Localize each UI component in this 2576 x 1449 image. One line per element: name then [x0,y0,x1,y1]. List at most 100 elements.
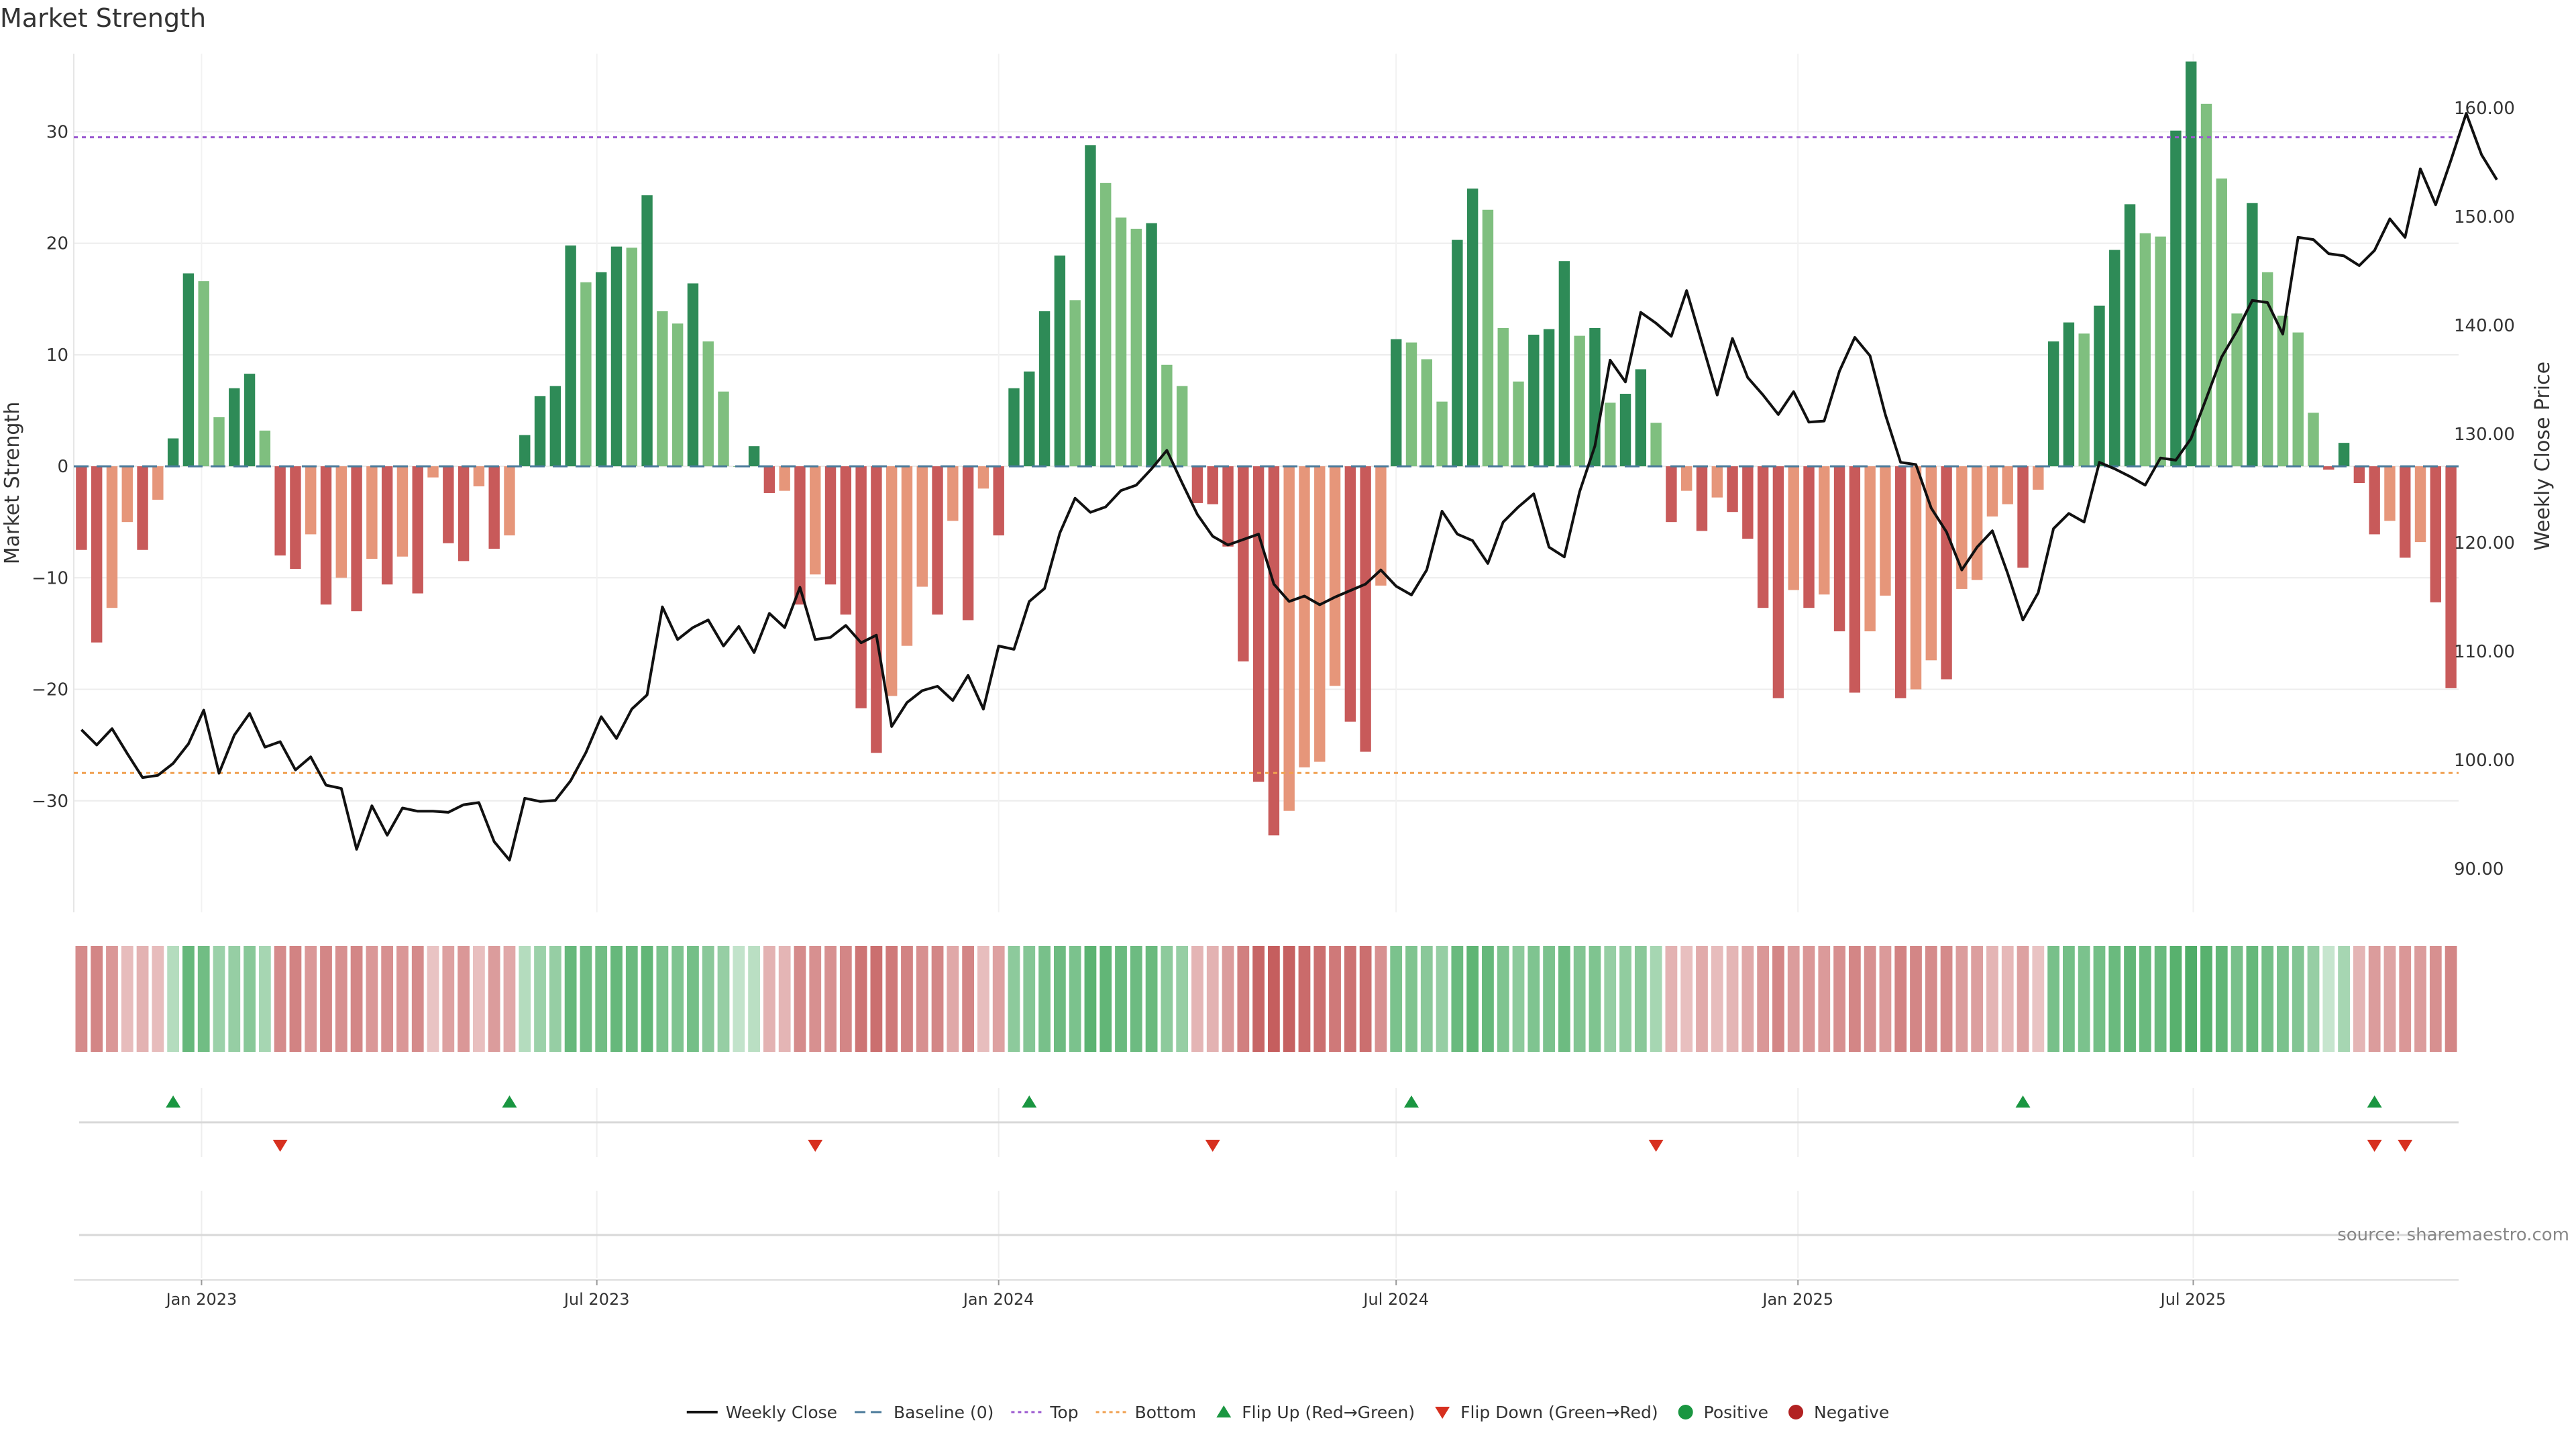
strength-bar [1680,466,1693,491]
legend-label-baseline: Baseline (0) [894,1403,994,1422]
heat-block [916,946,928,1052]
legend-item-baseline: Baseline (0) [855,1403,994,1422]
heat-block [75,946,88,1052]
strength-bar [198,281,209,467]
legend-label-positive: Positive [1704,1403,1768,1422]
strength-bar [1207,466,1218,504]
heat-block [366,946,378,1052]
strength-bar [1436,401,1448,467]
heat-block [549,946,561,1052]
strength-bar [2033,466,2044,490]
strength-bar [549,386,561,467]
heat-block [2032,946,2045,1052]
legend-label-flip_up: Flip Up (Red→Green) [1242,1403,1415,1422]
flip-down-marker [808,1140,823,1152]
heat-block [1573,946,1586,1052]
heat-block [1482,946,1494,1052]
strength-bar [2414,466,2426,543]
heat-block [458,946,470,1052]
strength-bar [2139,233,2151,467]
strength-bar [1605,402,1616,467]
strength-bar [672,323,684,467]
strength-bar [855,466,867,708]
left-axis-ticks: 30 20 10 0 −10 −20 −30 [32,122,68,811]
y2-tick-label: 90.00 [2454,859,2504,879]
strength-bar [2400,466,2411,558]
strength-bar [1024,371,1035,467]
strength-bar [2124,204,2136,467]
heat-block [1497,946,1509,1052]
heat-block [2154,946,2167,1052]
flip-up-marker [2367,1095,2382,1108]
heat-block [1543,946,1555,1052]
heat-block [2368,946,2381,1052]
heat-block [503,946,516,1052]
heat-block [1298,946,1311,1052]
heat-block [213,946,225,1052]
strength-bar [1069,300,1081,467]
legend-item-top: Top [1011,1403,1079,1422]
strength-bar [610,246,623,467]
strength-bar [274,466,286,556]
strength-bar [427,466,439,478]
heat-block [1818,946,1831,1052]
flip-down-marker [2367,1140,2382,1152]
strength-bar [182,273,195,467]
flip-up-marker [166,1095,181,1108]
strength-bar [2109,250,2121,467]
heat-block [962,946,975,1052]
y-tick-label: −10 [32,568,68,588]
heat-block [641,946,653,1052]
heat-block [534,946,546,1052]
heat-block [228,946,241,1052]
heat-block [320,946,332,1052]
heat-block [2277,946,2289,1052]
strength-bar [2430,466,2442,602]
strength-bar [259,430,271,467]
flip-down-marker [2398,1140,2413,1152]
legend-negative-icon [1788,1405,1804,1419]
strength-bar [1008,388,1020,467]
heat-block [1283,946,1295,1052]
strength-bar [1772,466,1784,698]
heat-block [2200,946,2212,1052]
strength-bar [1405,342,1417,467]
x-tick-label: Jan 2023 [165,1290,237,1309]
strength-bar [885,466,898,696]
strength-bar [1666,466,1677,523]
heat-block [136,946,149,1052]
legend-item-flip_down: Flip Down (Green→Red) [1435,1403,1658,1422]
heat-block [1161,946,1173,1052]
heat-block [1023,946,1036,1052]
main-panel: 30 20 10 0 −10 −20 −30 160.00 150.00 140.00 130.0… [1,54,2555,1278]
heat-block [2139,946,2151,1052]
strength-bar [1574,335,1585,467]
flip-up-marker [502,1095,517,1108]
heat-block [2414,946,2426,1052]
x-axis-ticks: Jan 2023 Jul 2023 Jan 2024 Jul 2024 Jan 2025… [165,1280,2226,1309]
y2-tick-label: 100.00 [2454,751,2515,771]
strength-heat-strip [75,946,2457,1052]
heat-block [1803,946,1815,1052]
heat-block [1344,946,1356,1052]
heat-block [381,946,394,1052]
y-axis-label: Market Strength [1,402,24,564]
strength-bar [1941,466,1952,680]
heat-block [1772,946,1784,1052]
strength-bar [977,466,989,489]
heat-block [2353,946,2365,1052]
heat-block [2429,946,2442,1052]
strength-bar [1986,466,1998,517]
heat-block [1420,946,1433,1052]
heat-block [442,946,455,1052]
strength-bar [595,272,607,467]
strength-bar [1757,466,1769,608]
strength-bar [2200,103,2212,467]
strength-bar [458,466,470,561]
strength-bar [1038,311,1051,467]
heat-block [2399,946,2412,1052]
heat-block [1619,946,1631,1052]
strength-bar [932,466,943,615]
heat-block [1986,946,1998,1052]
heat-block [2292,946,2304,1052]
